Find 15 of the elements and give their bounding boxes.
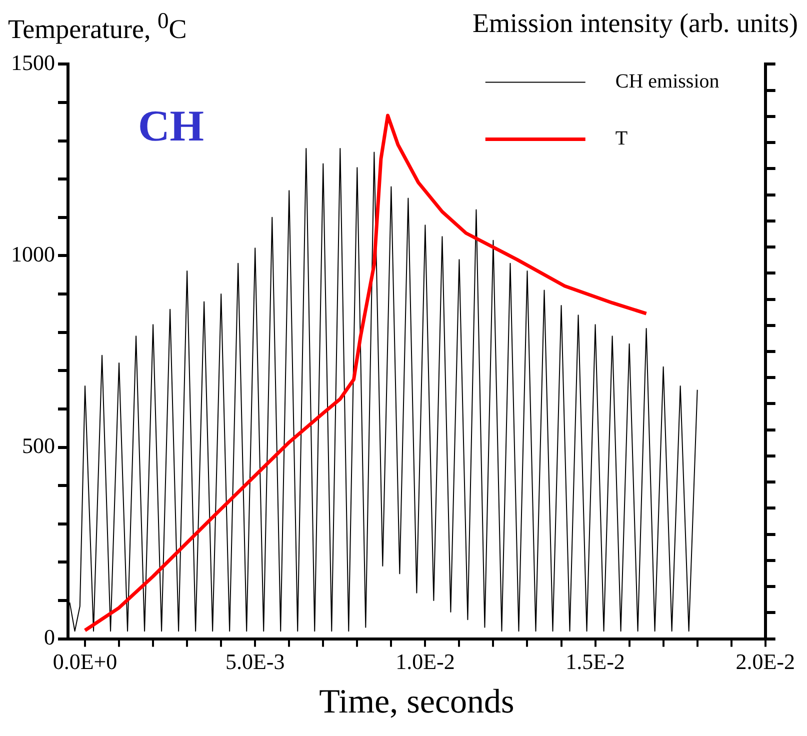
x-tick-label: 1.5E-2 [566,648,625,674]
y-axis-title: Temperature, $^{0}$C [8,8,187,46]
y2-axis-title: Emission intensity (arb. units) [472,8,798,40]
x-tick-label: 1.0E-2 [396,648,455,674]
y-tick-label: 1000 [11,242,55,267]
x-tick-label: 5.0E-3 [225,648,285,674]
x-tick-label: 2.0E-2 [736,648,795,674]
x-axis-title: Time, seconds [319,684,514,721]
x-tick-label: 0.0E+0 [52,648,118,674]
annotation: CH [138,102,204,151]
legend-label: CH emission [615,70,720,92]
legend-label: T [615,127,628,150]
y-tick-label: 0 [44,624,55,650]
y-tick-label: 500 [22,433,55,458]
y-tick-label: 1500 [11,50,55,75]
